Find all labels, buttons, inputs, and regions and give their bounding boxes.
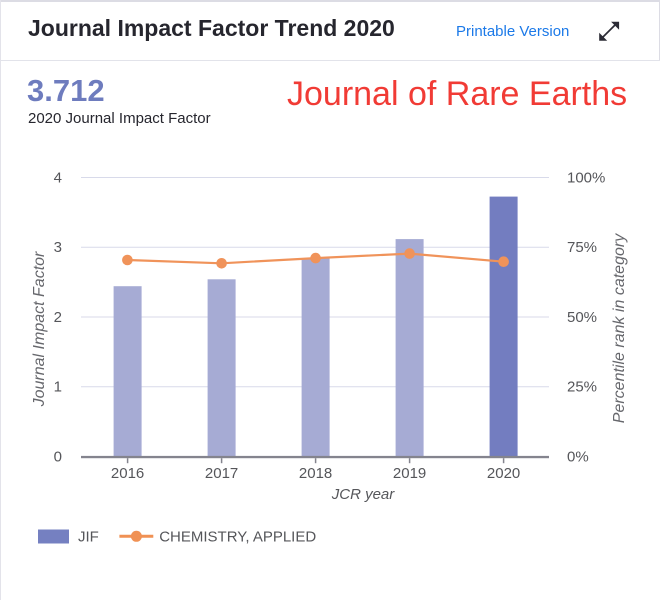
svg-text:Percentile rank in category: Percentile rank in category: [611, 233, 628, 423]
svg-text:0%: 0%: [567, 448, 589, 465]
svg-text:2: 2: [54, 309, 62, 326]
svg-text:75%: 75%: [567, 239, 597, 256]
svg-text:2018: 2018: [299, 465, 332, 482]
svg-text:JIF: JIF: [78, 529, 99, 546]
svg-text:2017: 2017: [205, 465, 238, 482]
svg-text:50%: 50%: [567, 309, 597, 326]
svg-text:CHEMISTRY, APPLIED: CHEMISTRY, APPLIED: [159, 529, 316, 546]
svg-text:JCR year: JCR year: [331, 486, 396, 503]
svg-text:2020: 2020: [487, 465, 520, 482]
svg-text:0: 0: [54, 448, 62, 465]
svg-text:100%: 100%: [567, 169, 605, 186]
svg-text:25%: 25%: [567, 379, 597, 396]
svg-text:4: 4: [54, 169, 62, 186]
svg-text:3: 3: [54, 239, 62, 256]
svg-text:2016: 2016: [111, 465, 144, 482]
svg-text:Journal Impact Factor: Journal Impact Factor: [31, 251, 48, 407]
svg-text:1: 1: [54, 379, 62, 396]
svg-text:2019: 2019: [393, 465, 426, 482]
